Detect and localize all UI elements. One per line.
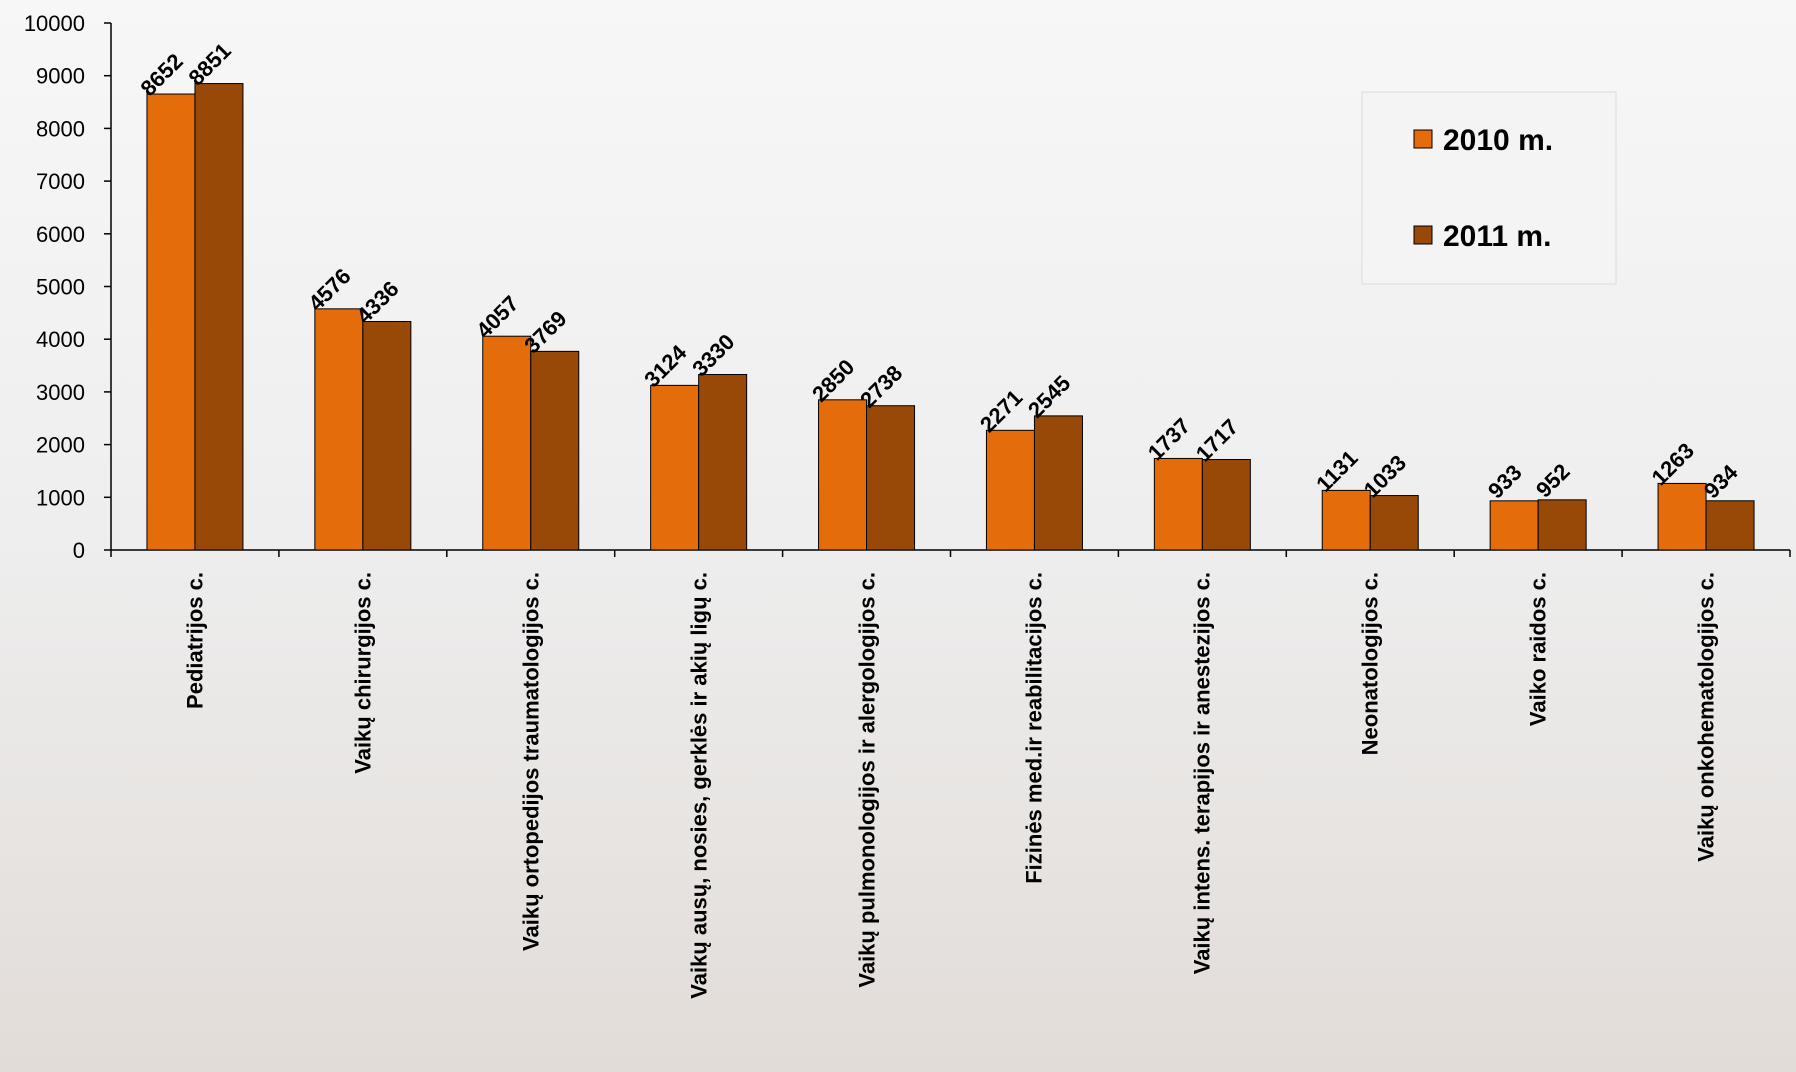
bar xyxy=(194,83,244,551)
bar xyxy=(1321,489,1371,551)
y-tick-label: 8000 xyxy=(36,116,85,141)
y-tick-label: 9000 xyxy=(36,64,85,89)
value-label: 3124 xyxy=(639,339,692,392)
value-label: 952 xyxy=(1531,459,1575,503)
bar xyxy=(146,93,196,551)
bar xyxy=(1657,482,1707,551)
y-tick-label: 10000 xyxy=(24,11,85,36)
y-tick-label: 4000 xyxy=(36,327,85,352)
bar xyxy=(866,405,916,551)
value-label: 8851 xyxy=(184,38,236,90)
y-tick-label: 0 xyxy=(73,538,85,563)
bar xyxy=(1033,415,1083,551)
value-label: 4057 xyxy=(471,291,523,343)
y-tick-label: 7000 xyxy=(36,169,85,194)
bar xyxy=(314,308,364,551)
bar xyxy=(818,399,868,551)
y-tick-label: 3000 xyxy=(36,380,85,405)
bar xyxy=(1489,500,1539,551)
bar xyxy=(362,320,412,551)
x-tick-label: Vaikų ortopedijos traumatologijos c. xyxy=(518,572,544,951)
x-tick-label: Vaikų ausų, nosies, gerklės ir akių ligų… xyxy=(686,572,712,999)
bar xyxy=(482,335,532,551)
legend-box xyxy=(1361,91,1617,285)
value-label: 2271 xyxy=(975,385,1027,437)
value-label: 933 xyxy=(1483,460,1527,504)
bar xyxy=(650,384,700,551)
x-tick-label: Vaiko raidos c. xyxy=(1525,572,1551,727)
x-tick-label: Vaikų pulmonologijos ir alergologijos c. xyxy=(854,572,880,988)
bar xyxy=(985,429,1035,551)
bar xyxy=(1201,459,1251,551)
bar xyxy=(1153,457,1203,551)
x-tick-label: Pediatrijos c. xyxy=(182,572,208,709)
y-tick-label: 2000 xyxy=(36,433,85,458)
value-label: 2850 xyxy=(807,354,859,406)
value-label: 8652 xyxy=(136,49,188,101)
x-tick-label: Vaikų intens. terapijos ir anestezijos c… xyxy=(1189,572,1215,975)
value-label: 1263 xyxy=(1647,438,1699,490)
value-label: 1131 xyxy=(1311,445,1362,496)
x-tick-label: Fizinės med.ir reabilitacijos c. xyxy=(1021,572,1047,884)
value-label: 1737 xyxy=(1143,413,1195,465)
y-tick-label: 5000 xyxy=(36,275,85,300)
bar xyxy=(1537,499,1587,551)
value-label: 3330 xyxy=(687,329,739,381)
value-label: 2545 xyxy=(1023,370,1075,422)
x-tick-label: Neonatologijos c. xyxy=(1357,572,1383,756)
value-label: 4576 xyxy=(303,263,355,315)
bar xyxy=(1705,500,1755,551)
bar xyxy=(530,350,580,551)
legend-swatch xyxy=(1413,129,1433,149)
bar xyxy=(1369,495,1419,551)
y-tick-label: 1000 xyxy=(36,485,85,510)
legend-label: 2011 m. xyxy=(1443,220,1551,253)
x-tick-label: Vaikų onkohematologijos c. xyxy=(1693,572,1719,862)
y-tick-label: 6000 xyxy=(36,222,85,247)
legend-label: 2010 m. xyxy=(1443,124,1553,157)
legend-swatch xyxy=(1413,225,1433,245)
bar xyxy=(698,374,748,551)
x-tick-label: Vaikų chirurgijos c. xyxy=(350,572,376,774)
